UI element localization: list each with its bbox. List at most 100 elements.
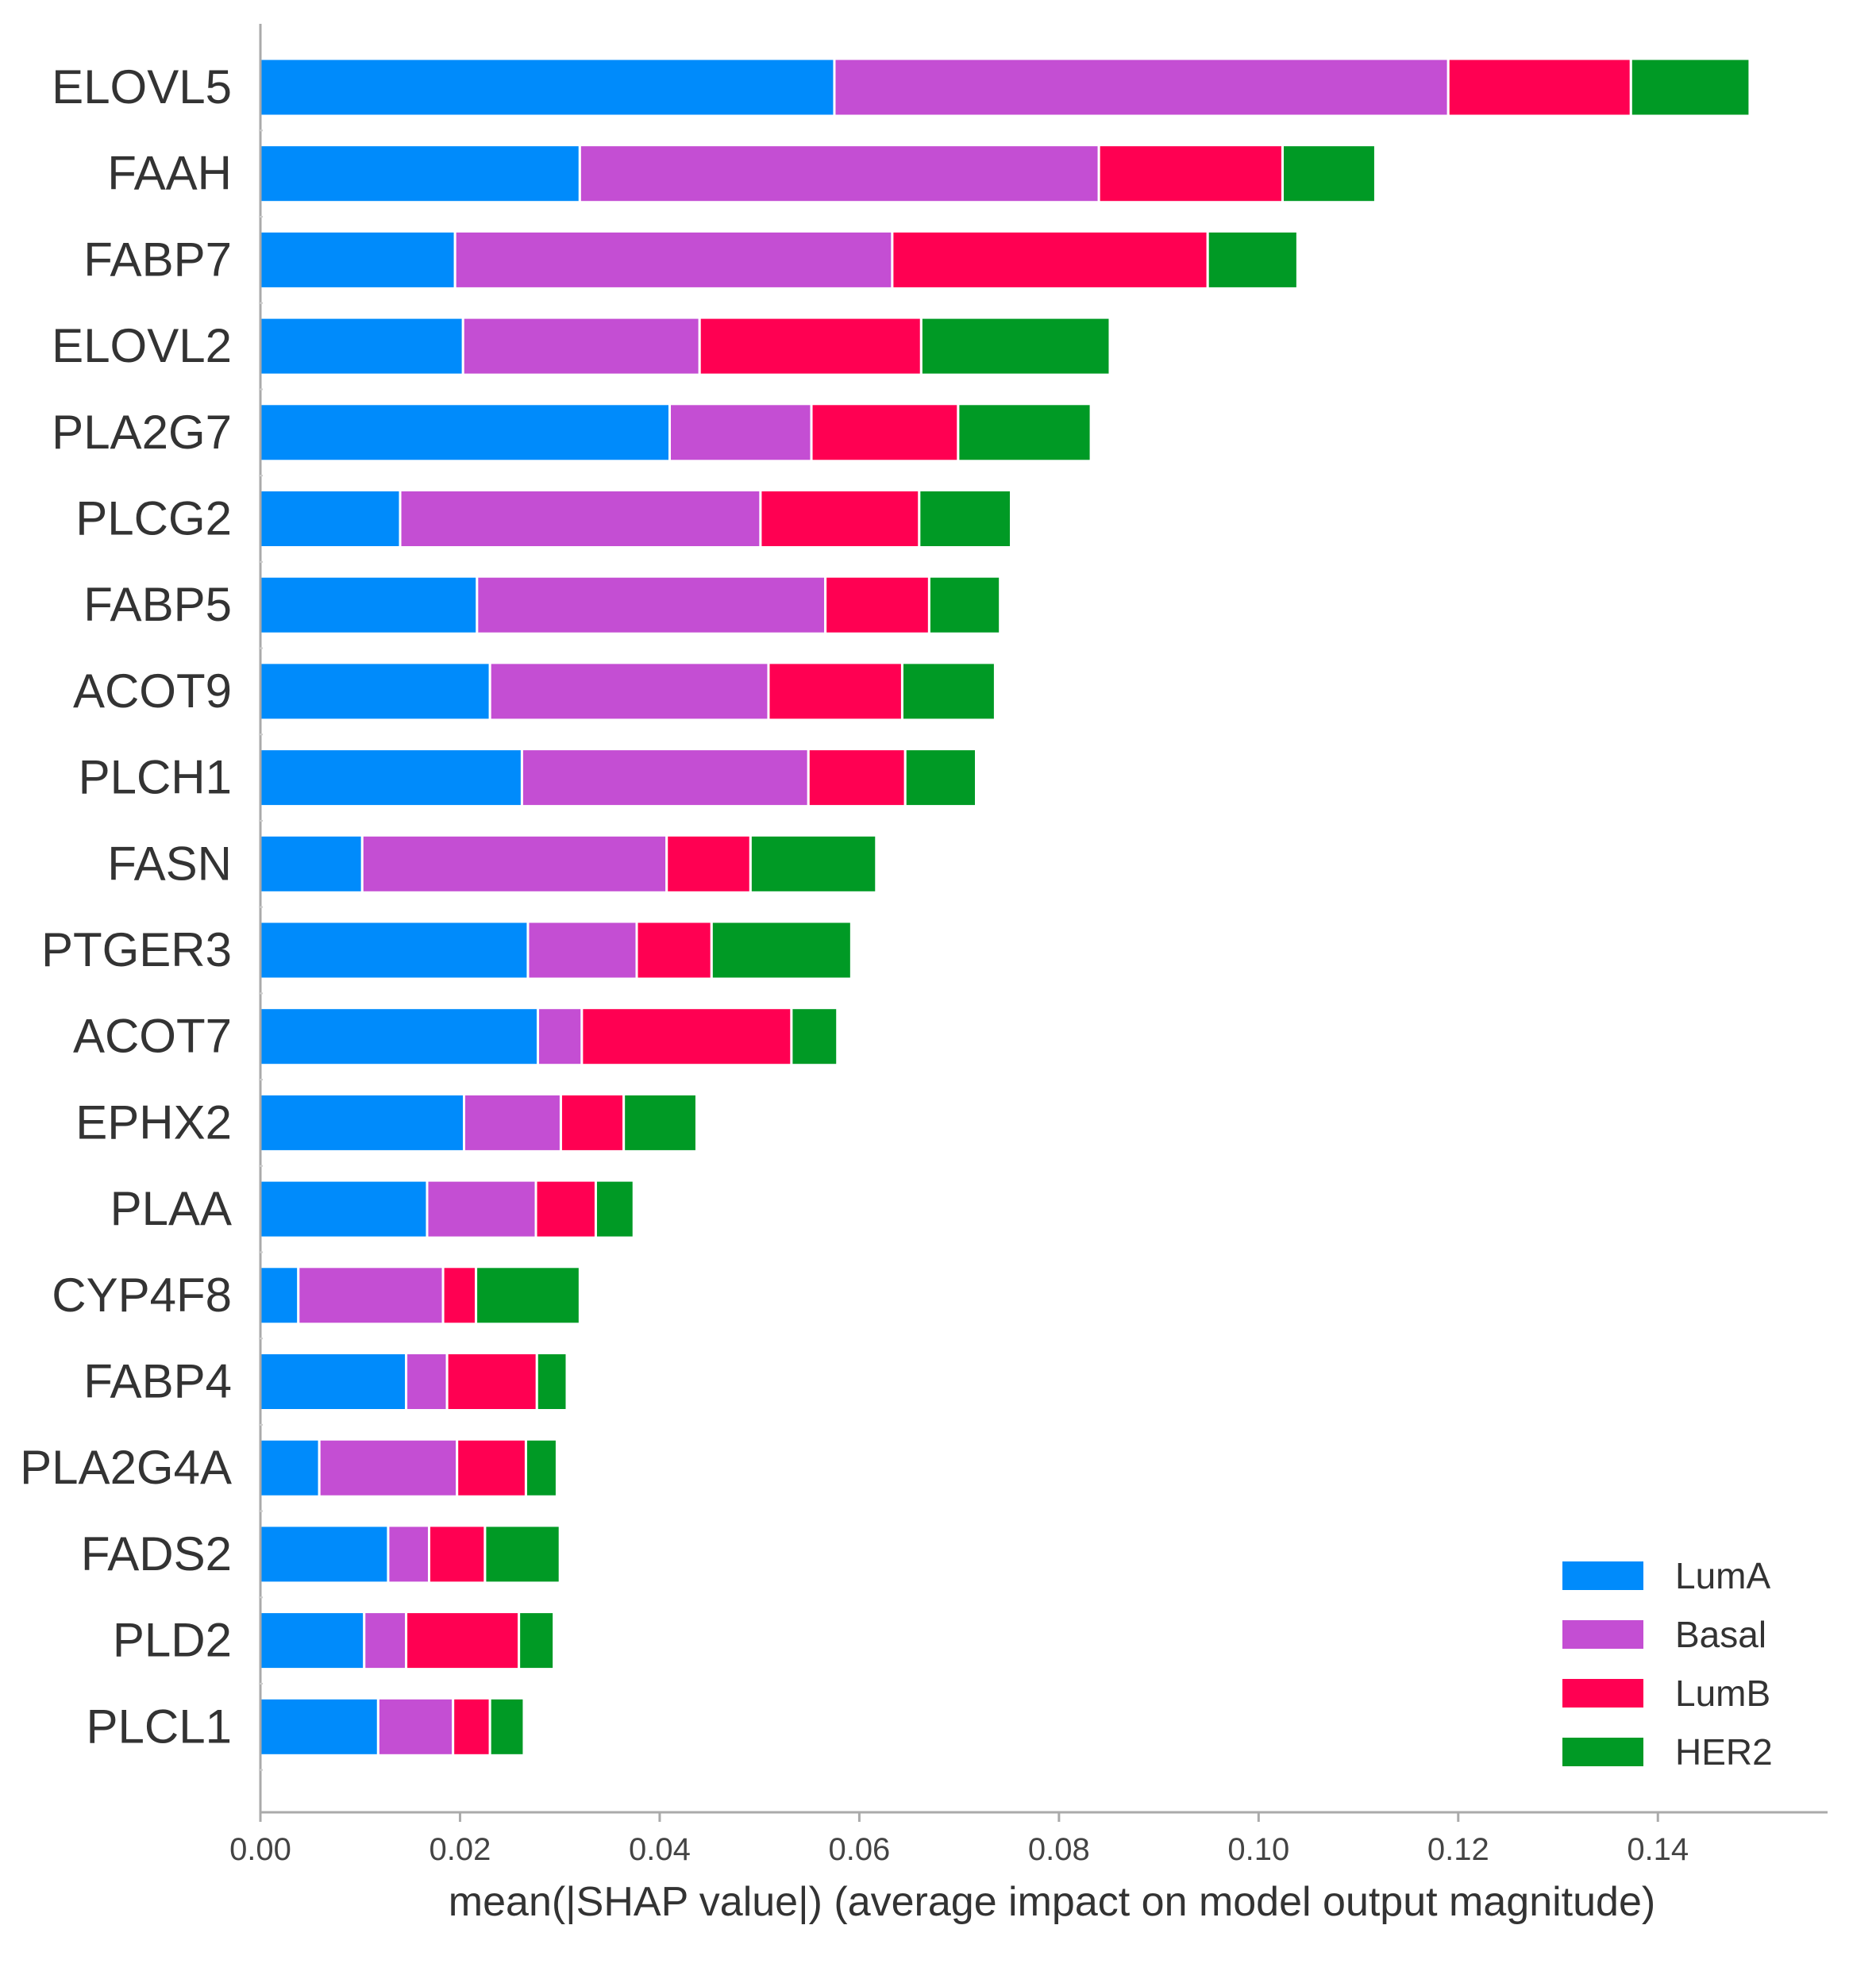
- x-axis-label: mean(|SHAP value|) (average impact on mo…: [449, 1879, 1655, 1925]
- x-tick-label: 0.12: [1427, 1832, 1489, 1867]
- bar-segment-lumb: [405, 1611, 521, 1671]
- bar-segment-luma: [259, 1696, 379, 1757]
- bar-segment-basal: [488, 661, 770, 722]
- bar-segment-lumb: [759, 489, 921, 549]
- category-label: PLCL1: [87, 1700, 232, 1753]
- category-label: FADS2: [81, 1527, 232, 1581]
- bar-segment-basal: [578, 144, 1100, 204]
- category-label: ACOT7: [73, 1010, 232, 1063]
- bar-segment-basal: [405, 1352, 449, 1411]
- category-label: FAAH: [107, 147, 232, 200]
- bar-segment-basal: [363, 1611, 408, 1671]
- bar-segment-luma: [259, 316, 464, 376]
- bar-segment-luma: [259, 489, 402, 549]
- bar-segment-her2: [483, 1524, 561, 1584]
- category-label: PLD2: [113, 1614, 232, 1667]
- bar-segment-lumb: [665, 834, 752, 894]
- x-axis-ticks: 0.00 0.02 0.04 0.06 0.08 0.10 0.12 0.14: [229, 1812, 1689, 1867]
- legend-label-basal: Basal: [1675, 1614, 1766, 1655]
- bar-segment-her2: [903, 748, 978, 808]
- bar-segment-her2: [927, 575, 1002, 635]
- bar-segment-basal: [376, 1696, 455, 1757]
- bar-segment-lumb: [534, 1179, 597, 1239]
- bar-segment-lumb: [441, 1265, 478, 1326]
- bar-segment-basal: [387, 1524, 430, 1584]
- bar-segment-luma: [259, 402, 672, 463]
- bar-segment-lumb: [456, 1438, 527, 1498]
- plot-area: [259, 57, 1751, 1757]
- bar-segment-lumb: [580, 1007, 793, 1067]
- x-tick-label: 0.06: [828, 1832, 890, 1867]
- bar-segment-lumb: [1097, 144, 1285, 204]
- bar-segment-luma: [259, 920, 530, 980]
- bar-segment-luma: [259, 229, 456, 290]
- bar-segment-lumb: [1446, 57, 1632, 117]
- bar-segment-basal: [833, 57, 1450, 117]
- category-label: PTGER3: [41, 923, 232, 976]
- bar-segment-basal: [476, 575, 827, 635]
- bar-segment-her2: [475, 1265, 581, 1326]
- category-label: PLA2G4A: [20, 1441, 232, 1494]
- bar-segment-lumb: [824, 575, 930, 635]
- category-label: PLCH1: [79, 751, 232, 804]
- legend-swatch-luma: [1562, 1561, 1643, 1590]
- bar-segment-lumb: [559, 1092, 626, 1153]
- category-label: FABP5: [83, 578, 232, 631]
- bar-segment-lumb: [810, 402, 960, 463]
- bar-segment-lumb: [767, 661, 903, 722]
- x-tick-label: 0.04: [629, 1832, 691, 1867]
- bar-segment-lumb: [635, 920, 713, 980]
- category-label: EPHX2: [75, 1095, 232, 1149]
- bar-segment-luma: [259, 575, 479, 635]
- x-tick-label: 0.02: [430, 1832, 491, 1867]
- x-tick-label: 0.14: [1627, 1832, 1689, 1867]
- bar-segment-lumb: [807, 748, 907, 808]
- bar-segment-basal: [537, 1007, 584, 1067]
- category-label: PLCG2: [75, 492, 232, 545]
- bar-segment-basal: [399, 489, 762, 549]
- bar-segment-luma: [259, 748, 523, 808]
- bar-segment-basal: [462, 1092, 562, 1153]
- bar-segment-her2: [957, 402, 1092, 463]
- bar-segment-luma: [259, 661, 491, 722]
- bar-segment-luma: [259, 1179, 429, 1239]
- legend-swatch-her2: [1562, 1738, 1643, 1766]
- legend-swatch-basal: [1562, 1620, 1643, 1649]
- bar-segment-basal: [668, 402, 813, 463]
- x-tick-label: 0.10: [1227, 1832, 1289, 1867]
- bar-segment-luma: [259, 144, 581, 204]
- bar-segment-lumb: [891, 229, 1209, 290]
- x-tick-label: 0.08: [1028, 1832, 1090, 1867]
- bar-segment-her2: [900, 661, 996, 722]
- bar-segment-her2: [749, 834, 878, 894]
- bar-segment-luma: [259, 1524, 390, 1584]
- bar-segment-her2: [488, 1696, 526, 1757]
- bar-segment-her2: [1281, 144, 1377, 204]
- category-label: ACOT9: [73, 664, 232, 718]
- bar-segment-her2: [710, 920, 853, 980]
- category-label: FABP7: [83, 233, 232, 286]
- legend-label-her2: HER2: [1675, 1731, 1773, 1773]
- category-label: PLAA: [110, 1182, 232, 1235]
- category-label: PLA2G7: [52, 406, 232, 459]
- bar-segment-basal: [526, 920, 638, 980]
- bar-segment-lumb: [427, 1524, 487, 1584]
- bar-segment-basal: [426, 1179, 537, 1239]
- bar-segment-luma: [259, 1007, 540, 1067]
- bar-segment-luma: [259, 1092, 465, 1153]
- bar-segment-her2: [622, 1092, 698, 1153]
- bar-segment-her2: [1629, 57, 1751, 117]
- bar-segment-basal: [318, 1438, 459, 1498]
- category-label: ELOVL5: [52, 60, 232, 114]
- category-label: ELOVL2: [52, 319, 232, 372]
- bar-segment-basal: [461, 316, 701, 376]
- category-label: CYP4F8: [52, 1269, 232, 1322]
- bar-segment-lumb: [445, 1352, 538, 1411]
- x-tick-label: 0.00: [229, 1832, 291, 1867]
- legend: LumA Basal LumB HER2: [1562, 1555, 1773, 1773]
- legend-swatch-lumb: [1562, 1679, 1643, 1708]
- y-axis-category-labels: ELOVL5 FAAH FABP7 ELOVL2 PLA2G7 PLCG2 FABP5 ACO…: [20, 60, 263, 1771]
- bar-segment-luma: [259, 1352, 408, 1411]
- bar-segment-her2: [790, 1007, 839, 1067]
